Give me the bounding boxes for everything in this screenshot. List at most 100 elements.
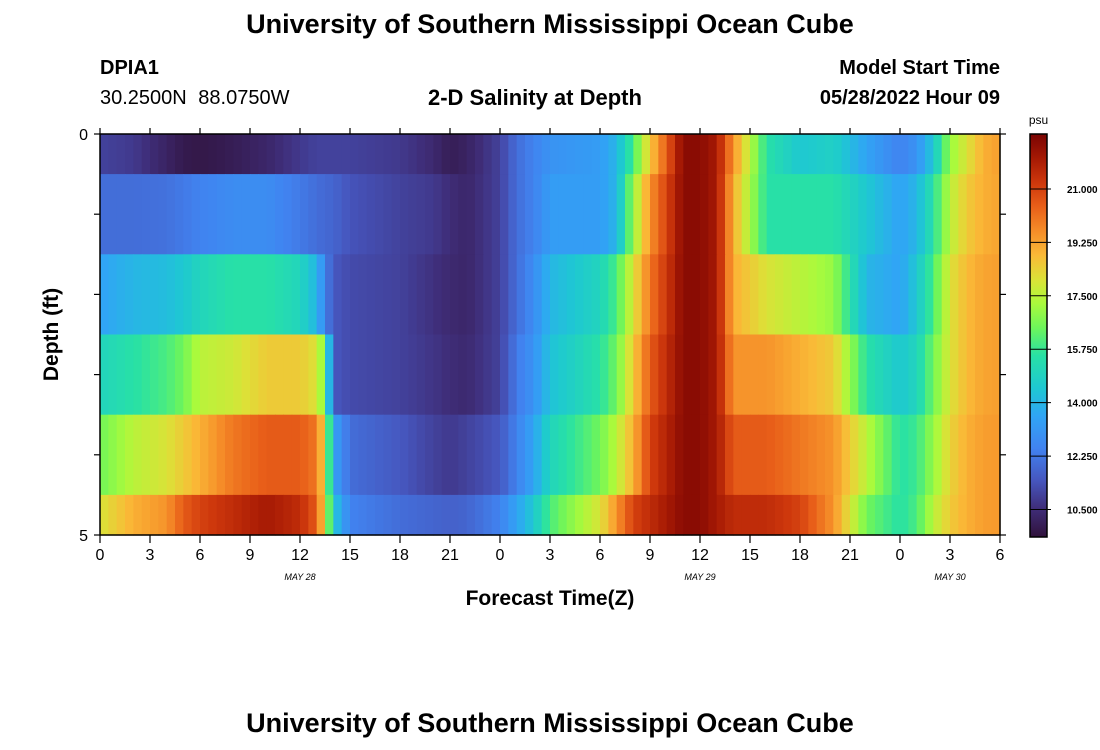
heatmap-cell bbox=[208, 494, 218, 536]
heatmap-cell bbox=[125, 254, 134, 336]
heatmap-cell bbox=[133, 414, 143, 496]
heatmap-cell bbox=[583, 494, 593, 536]
heatmap-cell bbox=[416, 254, 426, 336]
heatmap-cell bbox=[358, 494, 368, 536]
heatmap-cell bbox=[966, 414, 976, 496]
heatmap-cell bbox=[483, 494, 493, 536]
heatmap-cell bbox=[166, 134, 176, 175]
heatmap-cell bbox=[425, 134, 434, 175]
heatmap-cell bbox=[666, 254, 676, 336]
heatmap-cell bbox=[675, 174, 684, 255]
heatmap-cell bbox=[925, 414, 934, 496]
heatmap-cell bbox=[558, 494, 568, 536]
heatmap-cell bbox=[258, 134, 268, 175]
heatmap-cell bbox=[358, 254, 368, 336]
heatmap-cell bbox=[516, 254, 526, 336]
heatmap-cell bbox=[608, 334, 618, 416]
heatmap-cell bbox=[575, 414, 584, 496]
heatmap-cell bbox=[108, 134, 118, 175]
heatmap-cell bbox=[391, 494, 401, 536]
heatmap-cell bbox=[658, 134, 668, 175]
colorbar bbox=[1029, 133, 1048, 538]
heatmap-cell bbox=[725, 334, 734, 416]
heatmap-cell bbox=[683, 254, 693, 336]
heatmap-cell bbox=[341, 414, 351, 496]
heatmap-cell bbox=[450, 174, 459, 255]
heatmap-cell bbox=[775, 414, 784, 496]
heatmap-cell bbox=[183, 174, 193, 255]
heatmap-cell bbox=[983, 174, 993, 255]
heatmap-cell bbox=[708, 174, 718, 255]
x-tick-label: 0 bbox=[96, 547, 105, 564]
heatmap-cell bbox=[633, 334, 643, 416]
heatmap-cell bbox=[625, 134, 634, 175]
heatmap-cell bbox=[116, 494, 126, 536]
heatmap-cell bbox=[733, 494, 743, 536]
heatmap-cell bbox=[491, 414, 501, 496]
heatmap-cell bbox=[483, 134, 493, 175]
heatmap-cell bbox=[591, 254, 601, 336]
heatmap-cell bbox=[358, 174, 368, 255]
heatmap-cell bbox=[891, 414, 901, 496]
heatmap-cell bbox=[650, 134, 659, 175]
heatmap-cell bbox=[116, 254, 126, 336]
y-axis: 05 bbox=[79, 127, 1006, 545]
heatmap-cell bbox=[575, 174, 584, 255]
heatmap-cell bbox=[775, 134, 784, 175]
heatmap-cell bbox=[791, 134, 801, 175]
heatmap-cell bbox=[991, 174, 1001, 255]
heatmap-cell bbox=[608, 174, 618, 255]
heatmap-cell bbox=[266, 334, 276, 416]
colorbar-tick-label: 15.750 bbox=[1067, 345, 1098, 356]
heatmap-cell bbox=[508, 414, 518, 496]
heatmap-cell bbox=[475, 414, 484, 496]
heatmap-cell bbox=[341, 174, 351, 255]
heatmap-cell bbox=[341, 334, 351, 416]
heatmap-cell bbox=[325, 334, 334, 416]
heatmap-cell bbox=[308, 414, 318, 496]
heatmap-cell bbox=[291, 174, 301, 255]
heatmap-cell bbox=[491, 334, 501, 416]
heatmap-cell bbox=[333, 414, 343, 496]
heatmap-cell bbox=[475, 134, 484, 175]
heatmap-cell bbox=[975, 174, 984, 255]
heatmap-cell bbox=[883, 134, 893, 175]
heatmap-cell bbox=[466, 494, 476, 536]
heatmap-cell bbox=[791, 174, 801, 255]
heatmap-cell bbox=[950, 414, 959, 496]
colorbar-unit: psu bbox=[1029, 113, 1048, 127]
heatmap-cell bbox=[341, 494, 351, 536]
heatmap-cell bbox=[350, 494, 359, 536]
heatmap-cell bbox=[433, 254, 443, 336]
heatmap-cell bbox=[316, 134, 326, 175]
heatmap-cell bbox=[325, 494, 334, 536]
heatmap-cell bbox=[591, 174, 601, 255]
heatmap-cell bbox=[175, 134, 184, 175]
heatmap-cell bbox=[408, 334, 418, 416]
heatmap-cell bbox=[458, 134, 468, 175]
heatmap-cell bbox=[850, 174, 859, 255]
heatmap-cell bbox=[908, 134, 918, 175]
heatmap-cell bbox=[541, 334, 551, 416]
heatmap-cell bbox=[366, 174, 376, 255]
heatmap-cell bbox=[133, 494, 143, 536]
heatmap-cell bbox=[833, 494, 843, 536]
heatmap-cell bbox=[975, 254, 984, 336]
heatmap-cell bbox=[241, 334, 251, 416]
heatmap-cell bbox=[991, 494, 1001, 536]
heatmap-cell bbox=[175, 494, 184, 536]
heatmap-cell bbox=[958, 494, 968, 536]
heatmap-cell bbox=[308, 494, 318, 536]
heatmap-cell bbox=[583, 414, 593, 496]
heatmap-cell bbox=[891, 254, 901, 336]
heatmap-cell bbox=[883, 254, 893, 336]
heatmap-cell bbox=[166, 334, 176, 416]
heatmap-cell bbox=[875, 134, 884, 175]
heatmap-cell bbox=[491, 134, 501, 175]
heatmap-cell bbox=[900, 334, 909, 416]
heatmap-cell bbox=[816, 494, 826, 536]
heatmap-cell bbox=[175, 334, 184, 416]
heatmap-cell bbox=[908, 414, 918, 496]
heatmap-cell bbox=[466, 414, 476, 496]
heatmap-cell bbox=[850, 494, 859, 536]
